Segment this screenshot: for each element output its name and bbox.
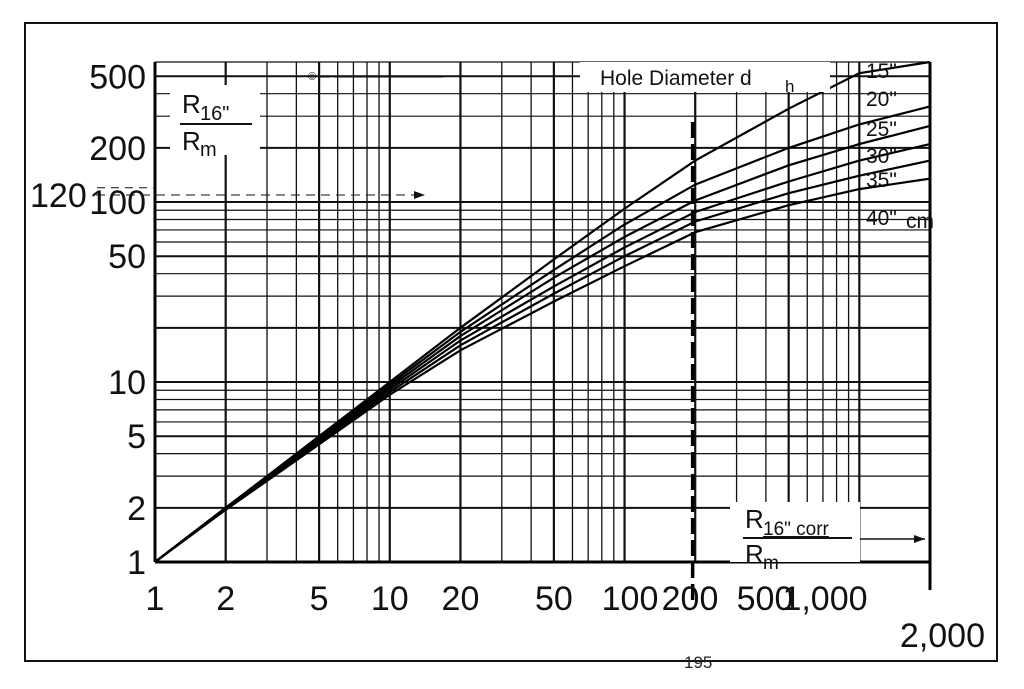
ylabel-sub: 16" [200, 103, 229, 125]
legend-title-box [580, 62, 830, 92]
y-marker-label: 120 [30, 177, 87, 215]
curve-3 [154, 124, 931, 563]
ylabel-box [170, 85, 260, 155]
grid [97, 61, 932, 600]
y-tick-label: 50 [108, 238, 146, 276]
xlabel-arrow-head [914, 535, 925, 543]
ylabel-denom-sub: m [200, 139, 217, 161]
x-tick-label: 20 [442, 580, 480, 618]
legend-title: Hole Diameter d [600, 67, 752, 90]
ylabel-denom: R [182, 126, 201, 156]
ylabel-main: R [182, 89, 201, 119]
watermark: © — —————————— [308, 71, 443, 83]
xlabel-denom: R [745, 539, 764, 569]
x-tick-label: 50 [535, 580, 573, 618]
xlabel-sub: 16" corr [763, 519, 830, 540]
x-tick-label: 2 [216, 580, 235, 618]
series-label: 30" [866, 145, 897, 168]
tick-labels: 1 2 5 10 20 50 100 200 5001,0002,000125105010020… [89, 58, 985, 655]
x-tick-label: 500 [737, 580, 794, 618]
y-tick-label: 2 [127, 490, 146, 528]
x-tick-label: 2,000 [900, 617, 985, 655]
curve-1 [154, 60, 931, 563]
y-tick-label: 10 [108, 364, 146, 402]
x-marker-label: 195 [684, 653, 712, 672]
unit-label: cm [906, 210, 934, 233]
y-tick-label: 5 [127, 418, 146, 456]
x-tick-label: 5 [310, 580, 329, 618]
x-tick-label: 1 [146, 580, 165, 618]
x-tick-label: 200 [662, 580, 719, 618]
series-label: 20" [866, 88, 897, 111]
series-label: 35" [866, 169, 897, 192]
y-tick-label: 500 [89, 58, 146, 96]
x-tick-label: 100 [602, 580, 659, 618]
y-tick-label: 100 [89, 184, 146, 222]
series-label: 25" [866, 118, 897, 141]
y-tick-label: 1 [127, 544, 146, 582]
x-tick-label: 10 [371, 580, 409, 618]
x-tick-label: 1,000 [782, 580, 867, 618]
series-label: 15" [866, 60, 897, 83]
xlabel-box [730, 502, 860, 562]
curve-4 [154, 143, 931, 563]
curve-6 [154, 177, 931, 563]
y-tick-label: 200 [89, 130, 146, 168]
xlabel-denom-sub: m [763, 553, 779, 574]
curves: 15" 20" 25" 30"35" 40" [154, 60, 931, 563]
curve-5 [154, 159, 931, 563]
xlabel-main: R [745, 504, 764, 534]
legend-title-sub: h [785, 77, 794, 96]
series-label: 40" [866, 207, 897, 230]
y-marker-arrow [414, 191, 425, 199]
